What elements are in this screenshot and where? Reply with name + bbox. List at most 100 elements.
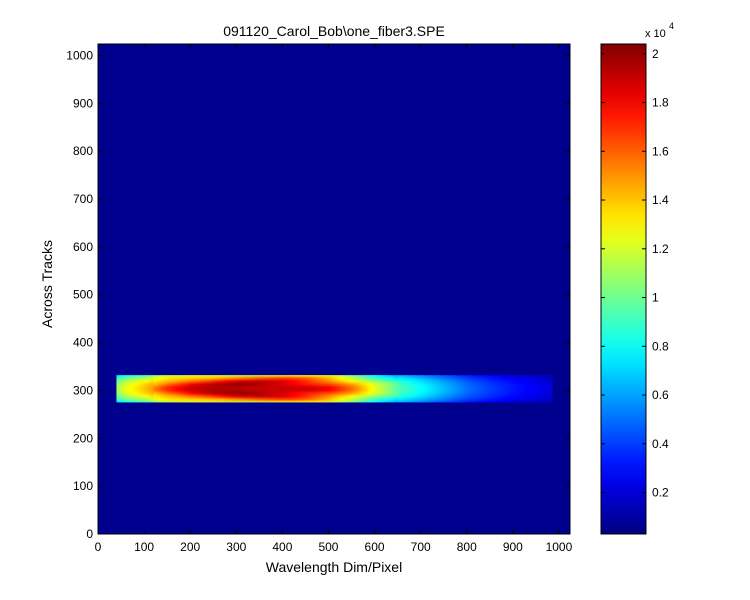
- band-column: [531, 375, 533, 403]
- band-column: [539, 375, 541, 403]
- band-column: [423, 375, 425, 403]
- band-column: [307, 375, 309, 403]
- band-column: [208, 375, 210, 403]
- band-column: [481, 375, 483, 403]
- band-column: [304, 375, 306, 403]
- band-column: [534, 375, 536, 403]
- heatmap-band: [116, 375, 553, 403]
- band-column: [282, 375, 284, 403]
- band-column: [121, 375, 123, 403]
- band-column: [172, 375, 174, 403]
- band-column: [236, 375, 238, 403]
- band-column: [407, 375, 409, 403]
- band-column: [243, 375, 245, 403]
- band-column: [327, 375, 329, 403]
- band-column: [438, 375, 440, 403]
- band-column: [310, 375, 312, 403]
- band-column: [545, 375, 547, 403]
- x-tick-label: 400: [272, 540, 292, 554]
- band-column: [380, 375, 382, 403]
- band-column: [253, 375, 255, 403]
- band-column: [400, 375, 402, 403]
- band-column: [515, 375, 517, 403]
- band-column: [361, 375, 363, 403]
- band-column: [478, 375, 480, 403]
- band-column: [270, 375, 272, 403]
- band-column: [464, 375, 466, 403]
- band-column: [250, 375, 252, 403]
- band-column: [483, 375, 485, 403]
- band-column: [528, 375, 530, 403]
- band-column: [520, 375, 522, 403]
- chart-title: 091120_Carol_Bob\one_fiber3.SPE: [223, 23, 445, 39]
- band-column: [367, 375, 369, 403]
- band-column: [505, 375, 507, 403]
- band-column: [166, 375, 168, 403]
- band-column: [428, 375, 430, 403]
- band-column: [521, 375, 523, 403]
- band-column: [237, 375, 239, 403]
- band-column: [507, 375, 509, 403]
- band-column: [435, 375, 437, 403]
- x-tick-label: 700: [411, 540, 431, 554]
- band-column: [468, 375, 470, 403]
- band-column: [362, 375, 364, 403]
- band-column: [474, 375, 476, 403]
- band-column: [391, 375, 393, 403]
- band-column: [480, 375, 482, 403]
- band-column: [543, 375, 545, 403]
- band-column: [541, 375, 543, 403]
- band-column: [502, 375, 504, 403]
- band-column: [529, 375, 531, 403]
- band-column: [312, 375, 314, 403]
- band-column: [522, 375, 524, 403]
- band-column: [403, 375, 405, 403]
- band-column: [164, 375, 166, 403]
- band-column: [356, 375, 358, 403]
- band-column: [203, 375, 205, 403]
- band-column: [325, 375, 327, 403]
- band-column: [147, 375, 149, 403]
- band-column: [174, 375, 176, 403]
- band-column: [127, 375, 129, 403]
- plot-area: [98, 44, 570, 534]
- band-column: [491, 375, 493, 403]
- band-column: [185, 375, 187, 403]
- x-tick-label: 1000: [546, 540, 573, 554]
- band-column: [272, 375, 274, 403]
- band-column: [320, 375, 322, 403]
- band-column: [251, 375, 253, 403]
- band-column: [210, 375, 212, 403]
- band-column: [194, 375, 196, 403]
- band-column: [152, 375, 154, 403]
- band-column: [460, 375, 462, 403]
- band-column: [433, 375, 435, 403]
- band-column: [136, 375, 138, 403]
- band-column: [252, 375, 254, 403]
- band-column: [470, 375, 472, 403]
- band-column: [453, 375, 455, 403]
- band-column: [296, 375, 298, 403]
- colorbar-tick-label: 1.2: [652, 242, 669, 256]
- band-column: [131, 375, 133, 403]
- band-column: [163, 375, 165, 403]
- band-column: [410, 375, 412, 403]
- band-column: [432, 375, 434, 403]
- band-column: [364, 375, 366, 403]
- band-column: [146, 375, 148, 403]
- band-column: [328, 375, 330, 403]
- band-column: [387, 375, 389, 403]
- band-column: [186, 375, 188, 403]
- band-column: [204, 375, 206, 403]
- band-column: [347, 375, 349, 403]
- band-column: [267, 375, 269, 403]
- band-column: [279, 375, 281, 403]
- band-column: [305, 375, 307, 403]
- band-column: [365, 375, 367, 403]
- y-axis-label: Across Tracks: [39, 240, 55, 328]
- band-column: [207, 375, 209, 403]
- band-column: [294, 375, 296, 403]
- band-column: [292, 375, 294, 403]
- band-column: [300, 375, 302, 403]
